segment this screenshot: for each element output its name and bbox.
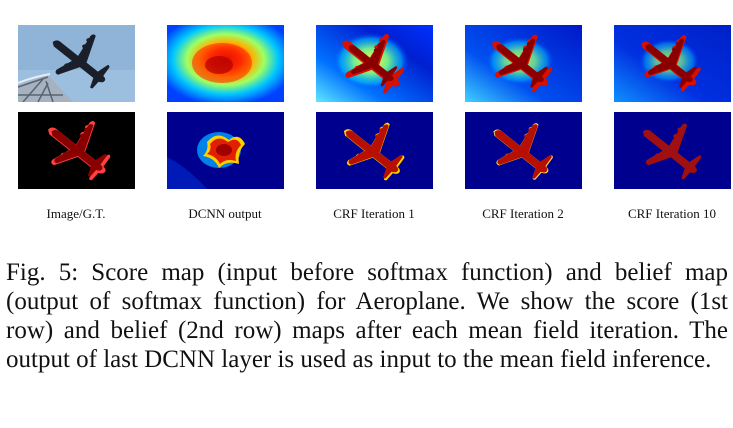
crf1-score-panel [316, 25, 433, 102]
crf10-score-panel [614, 25, 731, 102]
ground-truth-panel [18, 112, 135, 189]
dcnn-score-panel [167, 25, 284, 102]
dcnn-belief-panel [167, 112, 284, 189]
column-label-crf-iteration-1: CRF Iteration 1 [333, 206, 415, 221]
crf10-belief-panel [614, 112, 731, 189]
crf2-score-panel [465, 25, 582, 102]
figure: Image/G.T. DCNN output CRF Iteration 1 C… [18, 25, 731, 221]
column-label-crf-iteration-10: CRF Iteration 10 [627, 206, 717, 221]
column-label-dcnn-output: DCNN output [188, 206, 262, 221]
input-image-panel [18, 25, 135, 102]
column-label-image-gt: Image/G.T. [46, 206, 106, 221]
crf2-belief-panel [465, 112, 582, 189]
crf1-belief-panel [316, 112, 433, 189]
figure-caption: Fig. 5: Score map (input before softmax … [6, 259, 728, 373]
column-label-crf-iteration-2: CRF Iteration 2 [482, 206, 564, 221]
